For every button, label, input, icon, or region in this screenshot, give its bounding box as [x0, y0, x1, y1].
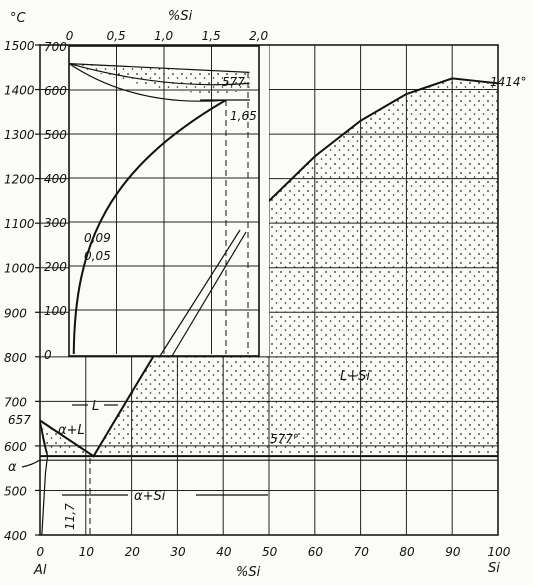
- inset-plot: 700 600 500 400 300 200 100 0 0 0,5 1,0 1,5 2,0 %Si…: [44, 9, 269, 362]
- inset-y-tick-500: 500: [44, 128, 67, 142]
- y-tick-labels: 1500 1400 1300 1200 1100 1000 900 800 700 600 500 4…: [4, 39, 40, 543]
- y-tick-700: 700: [4, 395, 27, 409]
- y-tick-400: 400: [4, 529, 27, 543]
- y-tick-500: 500: [4, 484, 27, 498]
- inset-x-tick-1-5: 1,5: [202, 29, 221, 43]
- y-unit-label: °C: [10, 11, 27, 26]
- y-tick-600: 600: [4, 440, 27, 454]
- inset-x-tick-labels: 0 0,5 1,0 1,5 2,0: [66, 29, 269, 43]
- inset-y-tick-700: 700: [44, 40, 67, 54]
- inset-annotation-0-05: 0,05: [84, 249, 111, 263]
- label-1414: 1414°: [490, 75, 527, 89]
- y-tick-1000: 1000: [4, 262, 35, 276]
- y-tick-657: 657: [8, 413, 31, 427]
- inset-solidus: [68, 63, 226, 102]
- inset-x-tick-2-0: 2,0: [249, 29, 268, 43]
- x-tick-0: 0: [37, 545, 45, 559]
- phase-label-l-si: L+Si: [340, 369, 370, 384]
- x-tick-20: 20: [125, 545, 141, 559]
- y-tick-1400: 1400: [4, 84, 35, 98]
- y-tick-800: 800: [4, 351, 27, 365]
- phase-label-alpha: α: [8, 460, 17, 475]
- y-tick-1500: 1500: [4, 39, 35, 53]
- inset-y-tick-0: 0: [44, 348, 52, 362]
- x-tick-50: 50: [262, 545, 278, 559]
- x-left-end-label: Al: [33, 563, 47, 578]
- inset-diagonal-2: [171, 231, 247, 357]
- inset-x-tick-0: 0: [66, 29, 74, 43]
- region-l-plus-si: [93, 78, 498, 457]
- x-tick-80: 80: [399, 545, 415, 559]
- x-tick-labels: 0 10 20 30 40 50 60 70 80 90 100: [37, 545, 511, 559]
- x-tick-30: 30: [170, 545, 186, 559]
- inset-x-axis-label: %Si: [168, 9, 193, 24]
- inset-solvus: [72, 99, 227, 355]
- x-axis-label: %Si: [236, 565, 261, 580]
- inset-y-tick-200: 200: [44, 260, 67, 274]
- inset-y-tick-100: 100: [44, 304, 67, 318]
- x-tick-60: 60: [308, 545, 324, 559]
- x-tick-90: 90: [445, 545, 461, 559]
- x-tick-40: 40: [216, 545, 232, 559]
- inset-y-tick-600: 600: [44, 84, 67, 98]
- inset-upper-region: [69, 63, 250, 94]
- inset-diagonal: [159, 229, 241, 357]
- x-tick-10: 10: [79, 545, 95, 559]
- label-11-7: 11,7: [63, 503, 77, 530]
- inset-annotation-577: 577: [222, 75, 245, 89]
- phase-label-alpha-l: α+L: [58, 423, 85, 438]
- phase-label-alpha-leader: [21, 459, 41, 468]
- y-tick-1300: 1300: [4, 128, 35, 142]
- y-tick-1200: 1200: [4, 173, 35, 187]
- x-right-end-label: Si: [488, 561, 500, 576]
- inset-y-tick-400: 400: [44, 172, 67, 186]
- inset-x-tick-1-0: 1,0: [154, 29, 173, 43]
- x-tick-70: 70: [354, 545, 370, 559]
- inset-y-tick-labels: 700 600 500 400 300 200 100 0: [44, 40, 67, 362]
- inset-background: [69, 46, 269, 356]
- x-tick-100: 100: [488, 545, 511, 559]
- inset-x-tick-0-5: 0,5: [107, 29, 126, 43]
- y-tick-900: 900: [4, 306, 27, 320]
- inset-y-tick-300: 300: [44, 216, 67, 230]
- label-577-main: 577°: [270, 432, 299, 446]
- phase-label-l: L: [92, 399, 99, 414]
- phase-label-alpha-si: α+Si: [134, 489, 166, 504]
- solvus-curve: [39, 420, 49, 536]
- inset-annotation-1-65: 1,65: [230, 109, 257, 123]
- inset-liquidus: [68, 63, 250, 86]
- y-tick-1100: 1100: [4, 217, 35, 231]
- inset-annotation-0-09: 0,09: [84, 231, 111, 245]
